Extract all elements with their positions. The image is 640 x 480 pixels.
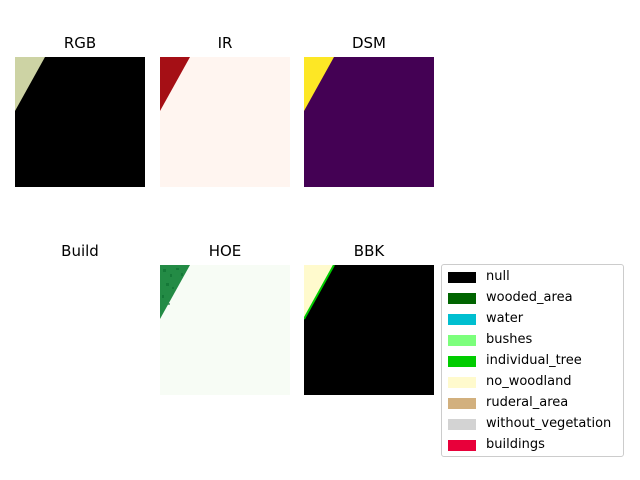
legend-swatch xyxy=(448,439,476,451)
ir-main-region xyxy=(160,57,290,187)
panel-title-dsm: DSM xyxy=(351,34,386,52)
hoe-image xyxy=(160,265,290,395)
legend-item-ruderal-area: ruderal_area xyxy=(448,395,568,411)
ir-image xyxy=(160,57,290,187)
panel-title-hoe: HOE xyxy=(208,242,242,260)
legend-label: buildings xyxy=(486,437,545,452)
legend: null wooded_area water bushes individual… xyxy=(441,264,624,457)
legend-item-buildings: buildings xyxy=(448,437,545,453)
rgb-image xyxy=(15,57,145,187)
legend-label: bushes xyxy=(486,332,533,347)
legend-swatch xyxy=(448,313,476,325)
legend-swatch xyxy=(448,355,476,367)
dsm-main-region xyxy=(304,57,434,187)
dsm-corner-region xyxy=(304,57,334,111)
hoe-main-region xyxy=(160,265,290,395)
legend-item-null: null xyxy=(448,269,510,285)
legend-item-water: water xyxy=(448,311,523,327)
legend-swatch xyxy=(448,376,476,388)
legend-label: null xyxy=(486,269,510,284)
legend-item-bushes: bushes xyxy=(448,332,532,348)
ir-corner-region xyxy=(160,57,190,111)
legend-item-without-vegetation: without_vegetation xyxy=(448,416,611,432)
legend-label: no_woodland xyxy=(486,374,572,389)
bbk-main-region xyxy=(304,265,434,395)
panel-title-ir: IR xyxy=(217,34,233,52)
panel-title-bbk: BBK xyxy=(353,242,385,260)
legend-swatch xyxy=(448,334,476,346)
hoe-corner-region xyxy=(160,265,190,319)
legend-swatch xyxy=(448,418,476,430)
dsm-image xyxy=(304,57,434,187)
bbk-edge-line xyxy=(304,265,335,320)
legend-swatch xyxy=(448,397,476,409)
legend-label: ruderal_area xyxy=(486,395,569,410)
panel-title-rgb: RGB xyxy=(63,34,97,52)
rgb-corner-region xyxy=(15,57,45,111)
legend-item-no-woodland: no_woodland xyxy=(448,374,572,390)
legend-label: water xyxy=(486,311,524,326)
legend-label: individual_tree xyxy=(486,353,582,368)
legend-label: without_vegetation xyxy=(486,416,612,431)
legend-item-wooded-area: wooded_area xyxy=(448,290,573,306)
legend-swatch xyxy=(448,292,476,304)
legend-swatch xyxy=(448,271,476,283)
panel-title-build: Build xyxy=(61,242,99,260)
hoe-texture xyxy=(162,268,183,305)
legend-label: wooded_area xyxy=(486,290,573,305)
bbk-image xyxy=(304,265,434,395)
rgb-main-region xyxy=(15,57,145,187)
legend-item-individual-tree: individual_tree xyxy=(448,353,582,369)
